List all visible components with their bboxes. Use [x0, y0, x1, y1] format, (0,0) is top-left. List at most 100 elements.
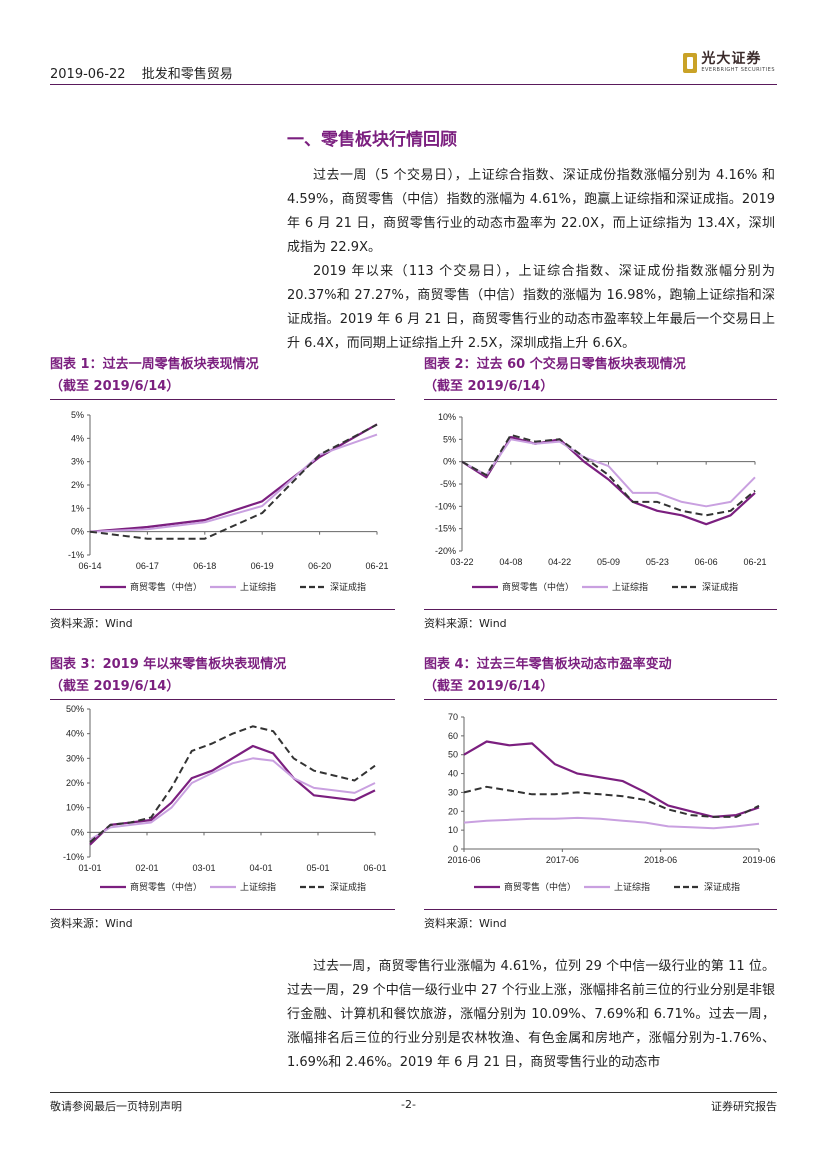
- x-tick-label: 06-21: [365, 561, 388, 571]
- y-tick-label: 10%: [66, 803, 84, 813]
- legend-label: 商贸零售（中信）: [130, 581, 202, 592]
- series-line-retail: [89, 744, 376, 846]
- body-paragraph: 过去一周，商贸零售行业涨幅为 4.61%，位列 29 个中信一级行业的第 11 …: [287, 955, 775, 1075]
- y-tick-label: 1%: [71, 503, 84, 513]
- header-divider: [50, 84, 777, 85]
- y-tick-label: 40%: [66, 729, 84, 739]
- figure-subtitle: （截至 2019/6/14）: [50, 379, 180, 394]
- figure-4: 图表 4：过去三年零售板块动态市盈率变动 （截至 2019/6/14）: [424, 654, 777, 698]
- legend-label: 上证综指: [612, 581, 648, 592]
- figure-subtitle: （截至 2019/6/14）: [424, 679, 554, 694]
- series-line-retail: [463, 740, 760, 819]
- series-line-szse: [89, 423, 378, 540]
- y-tick-label: 10: [448, 825, 458, 835]
- x-tick-label: 03-01: [192, 863, 215, 873]
- x-tick-label: 04-22: [548, 557, 571, 567]
- x-tick-label: 06-21: [743, 557, 766, 567]
- series-line-sse: [461, 438, 756, 508]
- logo-icon: [683, 52, 698, 73]
- y-tick-label: -20%: [435, 546, 456, 556]
- paragraph: 过去一周（5 个交易日），上证综合指数、深证成份指数涨幅分别为 4.16% 和 …: [287, 168, 775, 255]
- y-tick-label: -5%: [440, 479, 456, 489]
- x-tick-label: 06-14: [78, 561, 101, 571]
- y-tick-label: -15%: [435, 524, 456, 534]
- x-tick-label: 06-01: [363, 863, 386, 873]
- legend-label: 深证成指: [702, 581, 738, 592]
- figure-subtitle: （截至 2019/6/14）: [424, 379, 554, 394]
- x-tick-label: 04-08: [499, 557, 522, 567]
- chart-svg: -1% 0% 1% 2% 3% 4% 5% 06-14 06-17 06-18 06-19 06-20…: [68, 410, 389, 592]
- figure-rule: [424, 609, 777, 610]
- y-tick-label: 5%: [443, 434, 456, 444]
- report-category: 批发和零售贸易: [141, 67, 233, 82]
- legend-label: 商贸零售（中信）: [502, 581, 574, 592]
- legend-label: 深证成指: [330, 581, 366, 592]
- paragraph: 2019 年以来（113 个交易日），上证综合指数、深证成份指数涨幅分别为 20…: [287, 264, 775, 351]
- y-tick-label: 10%: [438, 412, 456, 422]
- legend-label: 上证综指: [614, 881, 650, 892]
- series-line-sse: [89, 433, 378, 533]
- chart-svg: -20% -15% -10% -5% 0% 5% 10% 03-22 04-08 04-22 05-…: [435, 412, 767, 592]
- series-line-sse: [89, 757, 376, 841]
- x-tick-label: 2018-06: [644, 855, 677, 865]
- figure-source: 资料来源：Wind: [424, 917, 507, 930]
- x-tick-label: 06-19: [251, 561, 274, 571]
- x-tick-label: 04-01: [249, 863, 272, 873]
- figure-rule: [50, 399, 395, 400]
- figure-title: 图表 4：过去三年零售板块动态市盈率变动: [424, 657, 672, 672]
- x-tick-label: 06-17: [136, 561, 159, 571]
- figure-rule: [424, 909, 777, 910]
- chart-1: -1% 0% 1% 2% 3% 4% 5% 06-14 06-17 06-18 06-19 06-20…: [50, 405, 395, 605]
- series-line-szse: [463, 785, 760, 818]
- logo-subname: EVERBRIGHT SECURITIES: [701, 67, 775, 73]
- x-tick-label: 05-09: [597, 557, 620, 567]
- figure-1: 图表 1：过去一周零售板块表现情况 （截至 2019/6/14）: [50, 354, 395, 398]
- figure-3: 图表 3：2019 年以来零售板块表现情况 （截至 2019/6/14）: [50, 654, 395, 698]
- brand-logo: 光大证券 EVERBRIGHT SECURITIES: [683, 52, 775, 73]
- figure-title: 图表 3：2019 年以来零售板块表现情况: [50, 657, 287, 672]
- figure-2: 图表 2：过去 60 个交易日零售板块表现情况 （截至 2019/6/14）: [424, 354, 777, 398]
- y-tick-label: 2%: [71, 480, 84, 490]
- legend-label: 深证成指: [704, 881, 740, 892]
- y-tick-label: 20%: [66, 778, 84, 788]
- figure-source: 资料来源：Wind: [424, 617, 507, 630]
- legend-label: 上证综指: [240, 581, 276, 592]
- x-tick-label: 06-20: [308, 561, 331, 571]
- x-tick-label: 03-22: [450, 557, 473, 567]
- figure-rule: [50, 609, 395, 610]
- x-tick-label: 2019-06: [742, 855, 775, 865]
- figure-subtitle: （截至 2019/6/14）: [50, 679, 180, 694]
- y-tick-label: 60: [448, 731, 458, 741]
- section-title: 一、零售板块行情回顾: [287, 130, 457, 150]
- legend-label: 上证综指: [240, 881, 276, 892]
- y-tick-label: 0%: [71, 527, 84, 537]
- y-tick-label: 0%: [443, 457, 456, 467]
- y-tick-label: 0: [453, 844, 458, 854]
- figure-source: 资料来源：Wind: [50, 617, 133, 630]
- x-tick-label: 05-01: [306, 863, 329, 873]
- report-date: 2019-06-22: [50, 67, 126, 82]
- footer-report-type: 证券研究报告: [711, 1100, 777, 1113]
- paragraph: 过去一周，商贸零售行业涨幅为 4.61%，位列 29 个中信一级行业的第 11 …: [287, 959, 775, 1070]
- y-tick-label: 50: [448, 750, 458, 760]
- x-tick-label: 2017-06: [546, 855, 579, 865]
- footer-disclaimer: 敬请参阅最后一页特别声明: [50, 1100, 182, 1113]
- y-tick-label: 70: [448, 712, 458, 722]
- x-tick-label: 06-06: [695, 557, 718, 567]
- y-tick-label: -1%: [68, 550, 84, 560]
- figure-title: 图表 1：过去一周零售板块表现情况: [50, 357, 259, 372]
- intro-paragraphs: 过去一周（5 个交易日），上证综合指数、深证成份指数涨幅分别为 4.16% 和 …: [287, 164, 775, 356]
- legend-label: 深证成指: [330, 881, 366, 892]
- y-tick-label: 5%: [71, 410, 84, 420]
- logo-name: 光大证券: [701, 51, 762, 67]
- legend-label: 商贸零售（中信）: [130, 881, 202, 892]
- series-line-szse: [89, 725, 376, 843]
- y-tick-label: 40: [448, 769, 458, 779]
- chart-4: 0 10 20 30 40 50 60 70 2016-06 2017-06 2018-06 2019…: [424, 703, 777, 905]
- x-tick-label: 2016-06: [447, 855, 480, 865]
- page-number: -2-: [401, 1098, 416, 1111]
- x-tick-label: 05-23: [646, 557, 669, 567]
- series-line-retail: [461, 435, 756, 526]
- chart-svg: 0 10 20 30 40 50 60 70 2016-06 2017-06 2018-06 2019…: [447, 712, 775, 892]
- series-line-retail: [89, 423, 378, 533]
